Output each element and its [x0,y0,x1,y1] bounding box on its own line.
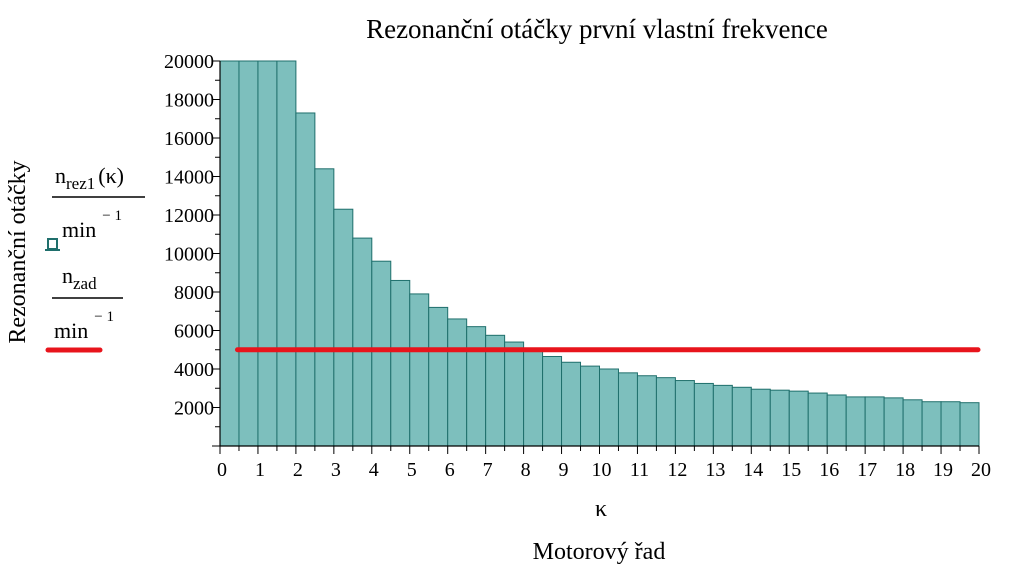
x-tick-label: 0 [217,459,227,481]
x-axis-symbol: κ [595,496,607,522]
x-tick-label: 10 [592,459,612,481]
bar [845,396,866,447]
y-tick-label: 6000 [174,321,214,343]
bars-group [219,60,980,447]
bar [959,402,980,447]
y-tick-label: 20000 [164,51,214,73]
bar [428,306,449,447]
x-tick-label: 20 [971,459,991,481]
bar [807,392,828,447]
x-tick-label: 15 [781,459,801,481]
bar [238,60,259,447]
x-tick-label: 18 [895,459,915,481]
x-tick-label: 17 [857,459,877,481]
x-tick-label: 9 [559,459,569,481]
y-ticks-group: 2000 4000 6000 8000 10000 12000 14000 16000 1800… [164,51,220,447]
bar [542,355,563,447]
x-tick-label: 16 [819,459,839,481]
x-tick-label: 13 [705,459,725,481]
bar [257,60,278,447]
bar [674,380,695,447]
legend-line-denominator: min− 1 [54,309,114,343]
x-tick-label: 6 [445,459,455,481]
x-tick-label: 12 [667,459,687,481]
y-tick-label: 10000 [164,244,214,266]
bar [788,390,809,447]
legend-bars: nrez1 (κ) min− 1 [45,163,145,251]
y-tick-label: 4000 [174,359,214,381]
y-tick-label: 18000 [164,90,214,112]
x-tick-label: 11 [630,459,649,481]
bar [769,389,790,447]
bar [333,208,354,447]
legend-line: nzad min− 1 [45,263,123,353]
y-axis-label: Rezonanční otáčky [5,160,31,343]
bar [940,401,961,447]
bar [276,60,297,447]
x-tick-label: 3 [331,459,341,481]
bar [371,260,392,447]
legend-bars-numerator: nrez1 (κ) [55,163,124,193]
bar [219,60,240,447]
x-tick-label: 4 [369,459,379,481]
x-ticks-group: 0 1 2 3 4 5 6 7 8 9 10 11 12 13 14 15 16 17 18 19 20 [217,446,991,481]
x-tick-label: 2 [293,459,303,481]
y-tick-label: 14000 [164,167,214,189]
y-tick-label: 8000 [174,282,214,304]
y-tick-label: 12000 [164,205,214,227]
bar [352,237,373,447]
y-tick-label: 16000 [164,128,214,150]
bar [731,386,752,447]
bar [523,348,544,447]
legend-bars-denominator: min− 1 [62,208,122,242]
y-tick-label: 2000 [174,398,214,420]
x-tick-label: 8 [521,459,531,481]
bar [314,168,335,447]
x-tick-label: 1 [255,459,265,481]
bar [390,279,411,447]
bar [636,375,657,447]
bar [561,361,582,447]
bar [655,377,676,447]
legend-bar-marker [47,238,58,250]
bar [902,399,923,447]
bar [466,326,487,447]
bar [504,341,525,447]
bar [295,112,316,447]
bar [580,365,601,447]
bar [599,368,619,447]
bar [409,293,430,447]
bar [826,394,847,447]
x-tick-label: 5 [407,459,417,481]
x-tick-label: 19 [933,459,953,481]
bar [864,396,885,447]
bar [883,397,904,447]
legend-line-numerator: nzad [62,263,97,293]
x-tick-label: 7 [483,459,493,481]
x-axis-label: Motorový řad [533,539,666,565]
bar [712,384,733,447]
bar [447,318,468,447]
bar [693,382,714,447]
bar [750,388,771,447]
chart-title: Rezonanční otáčky první vlastní frekvenc… [366,14,828,44]
bar [617,372,638,447]
x-tick-label: 14 [743,459,763,481]
bar [921,401,942,447]
